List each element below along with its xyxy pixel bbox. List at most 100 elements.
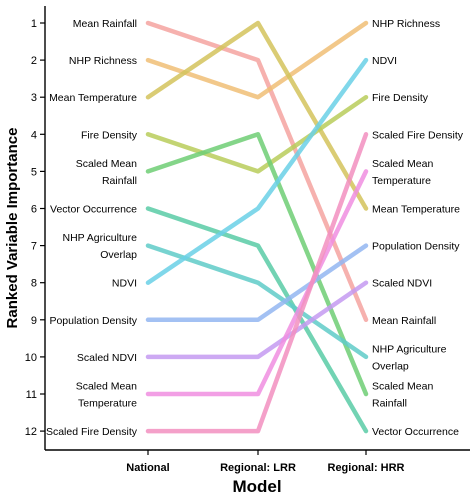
left-label-line: Overlap: [100, 249, 137, 261]
right-label-vector-occurrence: Vector Occurrence: [372, 426, 459, 438]
right-labels: NHP Richness NDVI Fire Density Scaled Fire …: [369, 13, 474, 441]
right-label-bg: [369, 236, 474, 256]
left-label-nhp-richness: NHP Richness: [69, 55, 137, 67]
left-label-bg: [24, 310, 141, 330]
left-label-population-density: Population Density: [49, 315, 137, 327]
series-line-scaled-ndvi: [145, 280, 369, 360]
right-label-line: Fire Density: [372, 92, 429, 104]
right-label-scaled-fire-density: Scaled Fire Density: [372, 129, 464, 141]
left-label-line: Population Density: [49, 315, 137, 327]
left-label-scaled-mean-rainfall: Scaled Mean Rainfall: [76, 158, 137, 187]
left-label-bg: [60, 124, 140, 144]
right-label-bg: [369, 50, 400, 70]
right-label-line: NDVI: [372, 55, 397, 67]
x-tick-label-regional-lrr: Regional: LRR: [220, 462, 296, 474]
left-label-line: Scaled NDVI: [77, 352, 137, 364]
right-label-line: Vector Occurrence: [372, 426, 459, 438]
right-label-scaled-mean-temperature: Scaled Mean Temperature: [372, 158, 433, 187]
left-label-bg: [66, 378, 140, 410]
y-tick-label-12: 12: [25, 426, 37, 438]
series-line-ndvi: [145, 57, 369, 285]
right-label-line: Temperature: [372, 175, 431, 187]
series-line-vector-occurrence: [145, 206, 369, 434]
series-line-fire-density: [145, 94, 369, 174]
left-label-line: Rainfall: [102, 175, 137, 187]
left-label-bg: [54, 13, 141, 33]
y-tick-label-10: 10: [25, 352, 37, 364]
left-label-bg: [60, 50, 140, 70]
left-label-line: NHP Richness: [69, 55, 137, 67]
left-label-nhp-agriculture-overlap: NHP Agriculture Overlap: [62, 232, 137, 261]
y-tick-label-9: 9: [31, 315, 37, 327]
right-label-line: Mean Temperature: [372, 204, 460, 216]
right-label-bg: [369, 340, 467, 373]
right-label-line: Scaled Mean: [372, 158, 433, 170]
left-labels: Mean Rainfall NHP Richness Mean Temperatur…: [18, 13, 141, 441]
left-label-bg: [66, 347, 140, 367]
y-tick-label-2: 2: [31, 55, 37, 67]
right-label-line: NHP Agriculture: [372, 343, 447, 355]
y-tick-label-4: 4: [31, 129, 37, 141]
right-label-scaled-mean-rainfall: Scaled Mean Rainfall: [372, 381, 433, 410]
right-label-bg: [369, 378, 443, 410]
right-label-bg: [369, 124, 474, 144]
left-label-line: Scaled Mean: [76, 381, 137, 393]
y-tick-label-7: 7: [31, 241, 37, 253]
right-label-scaled-ndvi: Scaled NDVI: [372, 278, 432, 290]
series-line-population-density: [145, 243, 369, 323]
right-label-line: Scaled Mean: [372, 381, 433, 393]
y-tick-label-5: 5: [31, 166, 37, 178]
left-label-line: Mean Rainfall: [73, 18, 137, 30]
right-label-line: Scaled Fire Density: [372, 129, 464, 141]
left-label-line: Vector Occurrence: [50, 204, 137, 216]
y-tick-label-11: 11: [26, 389, 37, 401]
left-label-bg: [36, 87, 140, 107]
left-label-fire-density: Fire Density: [81, 129, 138, 141]
left-label-line: Mean Temperature: [49, 92, 137, 104]
left-label-ndvi: NDVI: [112, 278, 137, 290]
right-label-fire-density: Fire Density: [372, 92, 429, 104]
right-label-bg: [369, 273, 443, 293]
x-ticks: National Regional: LRR Regional: HRR: [126, 450, 405, 474]
left-label-mean-temperature: Mean Temperature: [49, 92, 137, 104]
right-label-nhp-richness: NHP Richness: [372, 18, 440, 30]
left-label-line: Fire Density: [81, 129, 138, 141]
right-label-ndvi: NDVI: [372, 55, 397, 67]
right-label-population-density: Population Density: [372, 241, 460, 253]
series-line-scaled-fire-density: [145, 132, 369, 434]
left-label-bg: [109, 273, 140, 293]
y-tick-label-6: 6: [31, 204, 37, 216]
x-tick-label-regional-hrr: Regional: HRR: [328, 462, 405, 474]
left-label-bg: [18, 421, 141, 441]
right-label-nhp-agriculture-overlap: NHP Agriculture Overlap: [372, 343, 447, 372]
right-label-bg: [369, 199, 473, 218]
left-label-scaled-ndvi: Scaled NDVI: [77, 352, 137, 364]
left-label-vector-occurrence: Vector Occurrence: [50, 204, 137, 216]
right-label-bg: [369, 87, 449, 107]
x-tick-label-national: National: [126, 462, 169, 474]
right-label-line: Mean Rainfall: [372, 315, 436, 327]
left-label-mean-rainfall: Mean Rainfall: [73, 18, 137, 30]
series-lines: [145, 20, 369, 434]
left-label-line: NHP Agriculture: [62, 232, 137, 244]
right-label-line: Population Density: [372, 241, 460, 253]
series-line-scaled-mean-temperature: [145, 169, 369, 397]
right-label-line: Rainfall: [372, 398, 407, 410]
right-label-bg: [369, 155, 443, 188]
right-label-mean-temperature: Mean Temperature: [372, 204, 460, 216]
left-label-line: Scaled Mean: [76, 158, 137, 170]
left-label-line: Temperature: [78, 398, 137, 410]
right-label-line: NHP Richness: [372, 18, 440, 30]
y-tick-label-3: 3: [31, 92, 37, 104]
left-label-line: NDVI: [112, 278, 137, 290]
right-label-line: Scaled NDVI: [372, 278, 432, 290]
left-label-line: Scaled Fire Density: [46, 426, 138, 438]
left-label-scaled-fire-density: Scaled Fire Density: [46, 426, 138, 438]
right-label-bg: [369, 421, 474, 441]
left-label-bg: [30, 199, 140, 218]
x-axis-title: Model: [232, 477, 281, 496]
left-label-bg: [42, 229, 140, 262]
y-tick-label-1: 1: [31, 18, 37, 30]
right-label-bg: [369, 310, 455, 330]
